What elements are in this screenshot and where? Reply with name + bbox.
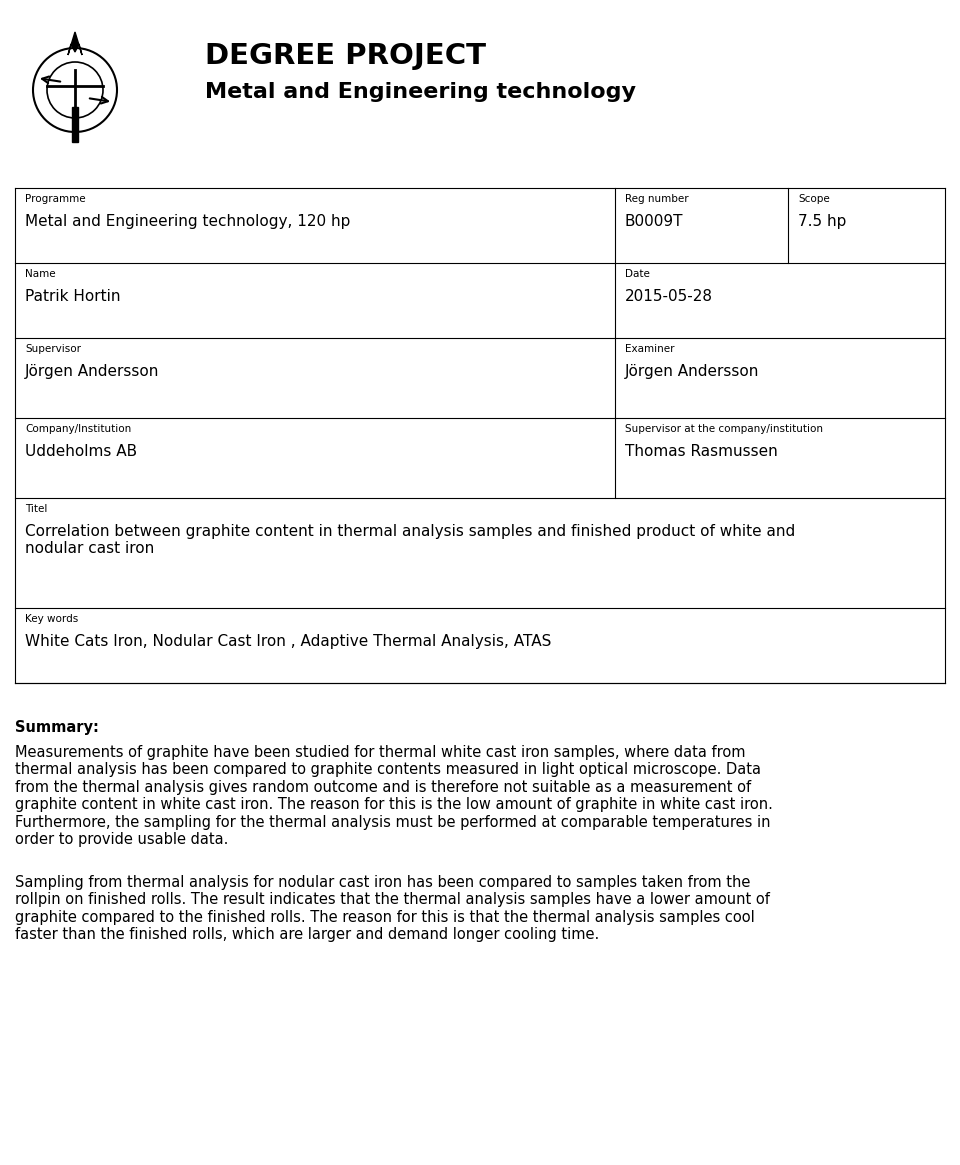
Text: Company/Institution: Company/Institution bbox=[25, 424, 132, 435]
Text: Key words: Key words bbox=[25, 614, 79, 624]
Text: Scope: Scope bbox=[798, 195, 829, 204]
Text: Date: Date bbox=[625, 269, 650, 278]
Text: Thomas Rasmussen: Thomas Rasmussen bbox=[625, 444, 778, 459]
Text: Jörgen Andersson: Jörgen Andersson bbox=[25, 363, 159, 379]
Text: Programme: Programme bbox=[25, 195, 85, 204]
Text: DEGREE PROJECT: DEGREE PROJECT bbox=[205, 42, 486, 70]
Text: B0009T: B0009T bbox=[625, 214, 684, 230]
Text: Summary:: Summary: bbox=[15, 720, 99, 735]
Text: Metal and Engineering technology, 120 hp: Metal and Engineering technology, 120 hp bbox=[25, 214, 350, 230]
Text: Measurements of graphite have been studied for thermal white cast iron samples, : Measurements of graphite have been studi… bbox=[15, 744, 773, 847]
Text: Sampling from thermal analysis for nodular cast iron has been compared to sample: Sampling from thermal analysis for nodul… bbox=[15, 875, 770, 942]
Text: Reg number: Reg number bbox=[625, 195, 688, 204]
Text: Supervisor at the company/institution: Supervisor at the company/institution bbox=[625, 424, 823, 435]
Polygon shape bbox=[68, 31, 82, 55]
Bar bbox=[72, 107, 78, 142]
Text: Jörgen Andersson: Jörgen Andersson bbox=[625, 363, 759, 379]
Text: White Cats Iron, Nodular Cast Iron , Adaptive Thermal Analysis, ATAS: White Cats Iron, Nodular Cast Iron , Ada… bbox=[25, 634, 551, 649]
Text: Titel: Titel bbox=[25, 504, 47, 514]
Text: 7.5 hp: 7.5 hp bbox=[798, 214, 847, 230]
Text: Uddeholms AB: Uddeholms AB bbox=[25, 444, 137, 459]
Text: Correlation between graphite content in thermal analysis samples and finished pr: Correlation between graphite content in … bbox=[25, 524, 795, 557]
Text: 2015-05-28: 2015-05-28 bbox=[625, 289, 713, 304]
Text: Name: Name bbox=[25, 269, 56, 278]
Text: Patrik Hortin: Patrik Hortin bbox=[25, 289, 121, 304]
Text: Supervisor: Supervisor bbox=[25, 344, 81, 354]
Text: Metal and Engineering technology: Metal and Engineering technology bbox=[205, 82, 636, 103]
Text: Examiner: Examiner bbox=[625, 344, 675, 354]
